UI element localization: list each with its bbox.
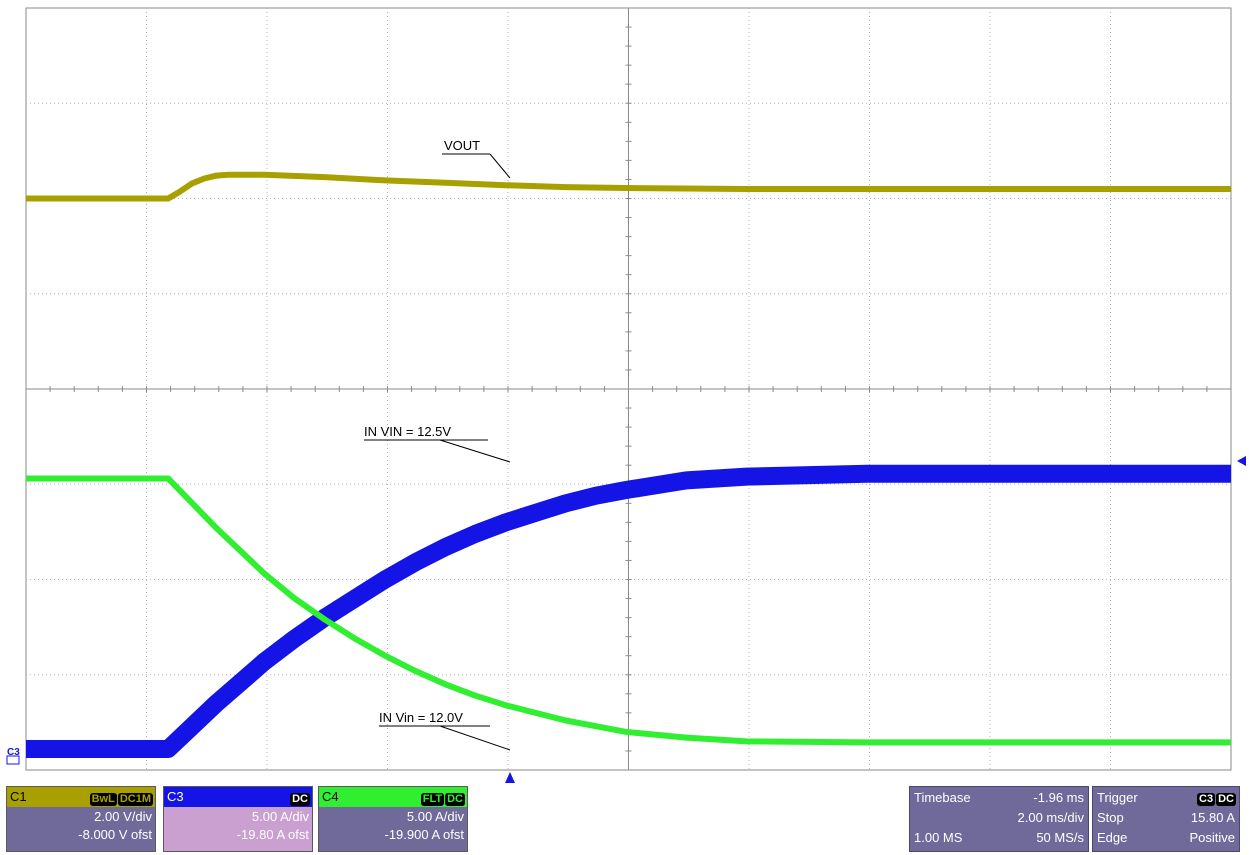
trigger-mode: Stop bbox=[1097, 810, 1124, 825]
in-vin-12-0-leader bbox=[439, 725, 511, 751]
channel-badges: DC bbox=[289, 790, 310, 806]
trigger-label: Trigger bbox=[1097, 790, 1138, 805]
channel-header: C3 DC bbox=[164, 787, 312, 807]
vout-label: VOUT bbox=[444, 138, 480, 153]
trigger-type: Edge bbox=[1097, 830, 1128, 845]
trace-c3 bbox=[26, 464, 1231, 758]
oscilloscope-display: VOUT IN VIN = 12.5V IN Vin = 12.0V C3 bbox=[0, 0, 1249, 786]
timebase-sample-rate: 50 MS/s bbox=[1036, 830, 1084, 845]
trigger-source-badge: C3 bbox=[1197, 793, 1216, 806]
in-vin-12-5-label: IN VIN = 12.5V bbox=[364, 424, 451, 439]
timebase-scale: 2.00 ms/div bbox=[1017, 810, 1084, 825]
channel-header: C1 BwL DC1M bbox=[7, 787, 155, 807]
ground-marker-label[interactable]: C3 bbox=[7, 747, 20, 758]
timebase-panel[interactable]: Timebase -1.96 ms 2.00 ms/div 1.00 MS 50… bbox=[909, 786, 1089, 852]
trigger-slope: Positive bbox=[1189, 830, 1235, 845]
channel-id: C1 bbox=[10, 789, 27, 804]
ground-marker-box bbox=[6, 755, 20, 765]
timebase-delay: -1.96 ms bbox=[1033, 790, 1084, 805]
in-vin-12-0-label: IN Vin = 12.0V bbox=[379, 710, 463, 725]
channel-scale: 5.00 A/div bbox=[251, 809, 309, 824]
trace-c1 bbox=[26, 171, 1231, 202]
channel-panel-c4[interactable]: C4 FLT DC 5.00 A/div -19.900 A ofst bbox=[318, 786, 468, 852]
timebase-label: Timebase bbox=[914, 790, 971, 805]
coupling-badge: DC bbox=[290, 793, 310, 806]
channel-panel-c3[interactable]: C3 DC 5.00 A/div -19.80 A ofst bbox=[163, 786, 313, 852]
trigger-badges: C3 DC bbox=[1196, 790, 1236, 806]
channel-header: C4 FLT DC bbox=[319, 787, 467, 807]
trigger-panel[interactable]: Trigger C3 DC Stop 15.80 A Edge Positive bbox=[1092, 786, 1240, 852]
trigger-level: 15.80 A bbox=[1190, 810, 1235, 825]
in-vin-12-5-leader bbox=[439, 439, 511, 463]
trace-annotations: VOUT IN VIN = 12.5V IN Vin = 12.0V bbox=[364, 138, 511, 751]
channel-badges: BwL DC1M bbox=[89, 790, 153, 806]
bandwidth-limit-badge: BwL bbox=[89, 793, 117, 806]
channel-offset: -19.80 A ofst bbox=[236, 827, 309, 842]
trace-c4 bbox=[26, 475, 1231, 746]
timebase-points: 1.00 MS bbox=[914, 830, 963, 845]
vout-label-leader bbox=[489, 153, 511, 179]
channel-id: C4 bbox=[322, 789, 339, 804]
channel-offset: -8.000 V ofst bbox=[78, 827, 152, 842]
filter-badge: FLT bbox=[420, 793, 445, 806]
display-background bbox=[0, 0, 1249, 786]
trigger-level-marker[interactable] bbox=[1237, 456, 1246, 466]
channel-scale: 5.00 A/div bbox=[406, 809, 464, 824]
trigger-coupling-badge: DC bbox=[1216, 793, 1236, 806]
channel-badges: FLT DC bbox=[420, 790, 465, 806]
coupling-badge: DC1M bbox=[117, 793, 153, 806]
channel-offset: -19.900 A ofst bbox=[384, 827, 464, 842]
channel-scale: 2.00 V/div bbox=[94, 809, 152, 824]
waveform-traces bbox=[26, 171, 1231, 758]
channel-panel-c1[interactable]: C1 BwL DC1M 2.00 V/div -8.000 V ofst bbox=[6, 786, 156, 852]
channel-id: C3 bbox=[167, 789, 184, 804]
coupling-badge: DC bbox=[445, 793, 465, 806]
graticule bbox=[25, 7, 1232, 771]
trigger-time-marker[interactable] bbox=[505, 772, 515, 783]
markers: C3 bbox=[6, 456, 1246, 783]
